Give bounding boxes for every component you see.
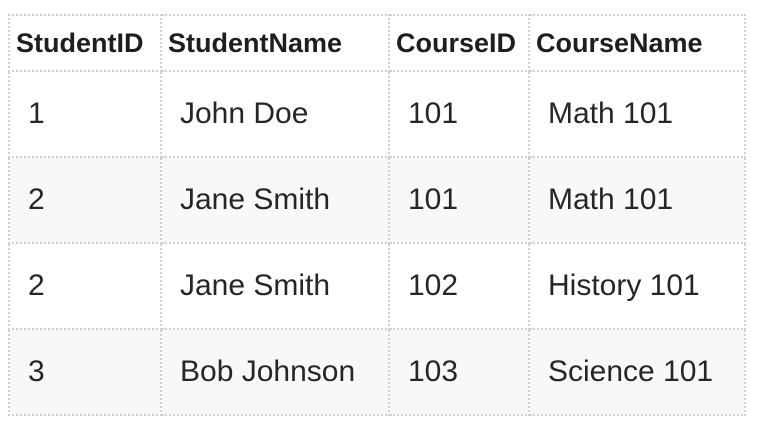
column-header-courseid: CourseID	[388, 14, 530, 72]
cell-course-id: 101	[388, 156, 530, 244]
table-body: 1 John Doe 101 Math 101 2 Jane Smith 101…	[8, 70, 746, 416]
cell-course-id: 101	[388, 70, 530, 158]
table-header: StudentID StudentName CourseID CourseNam…	[8, 14, 746, 72]
cell-student-id: 2	[8, 156, 162, 244]
cell-student-name: Bob Johnson	[160, 328, 390, 416]
cell-course-id: 103	[388, 328, 530, 416]
cell-course-id: 102	[388, 242, 530, 330]
table-row: 2 Jane Smith 102 History 101	[8, 242, 746, 330]
column-header-studentid: StudentID	[8, 14, 162, 72]
cell-student-name: Jane Smith	[160, 242, 390, 330]
enrollment-table: StudentID StudentName CourseID CourseNam…	[8, 14, 746, 416]
table-row: 1 John Doe 101 Math 101	[8, 70, 746, 158]
cell-student-id: 1	[8, 70, 162, 158]
enrollment-table-container: StudentID StudentName CourseID CourseNam…	[8, 14, 746, 416]
cell-course-name: Science 101	[528, 328, 746, 416]
cell-course-name: Math 101	[528, 156, 746, 244]
cell-student-id: 3	[8, 328, 162, 416]
cell-course-name: Math 101	[528, 70, 746, 158]
header-row: StudentID StudentName CourseID CourseNam…	[8, 14, 746, 72]
cell-student-name: Jane Smith	[160, 156, 390, 244]
column-header-studentname: StudentName	[160, 14, 390, 72]
table-row: 2 Jane Smith 101 Math 101	[8, 156, 746, 244]
table-row: 3 Bob Johnson 103 Science 101	[8, 328, 746, 416]
cell-student-id: 2	[8, 242, 162, 330]
cell-student-name: John Doe	[160, 70, 390, 158]
cell-course-name: History 101	[528, 242, 746, 330]
column-header-coursename: CourseName	[528, 14, 746, 72]
